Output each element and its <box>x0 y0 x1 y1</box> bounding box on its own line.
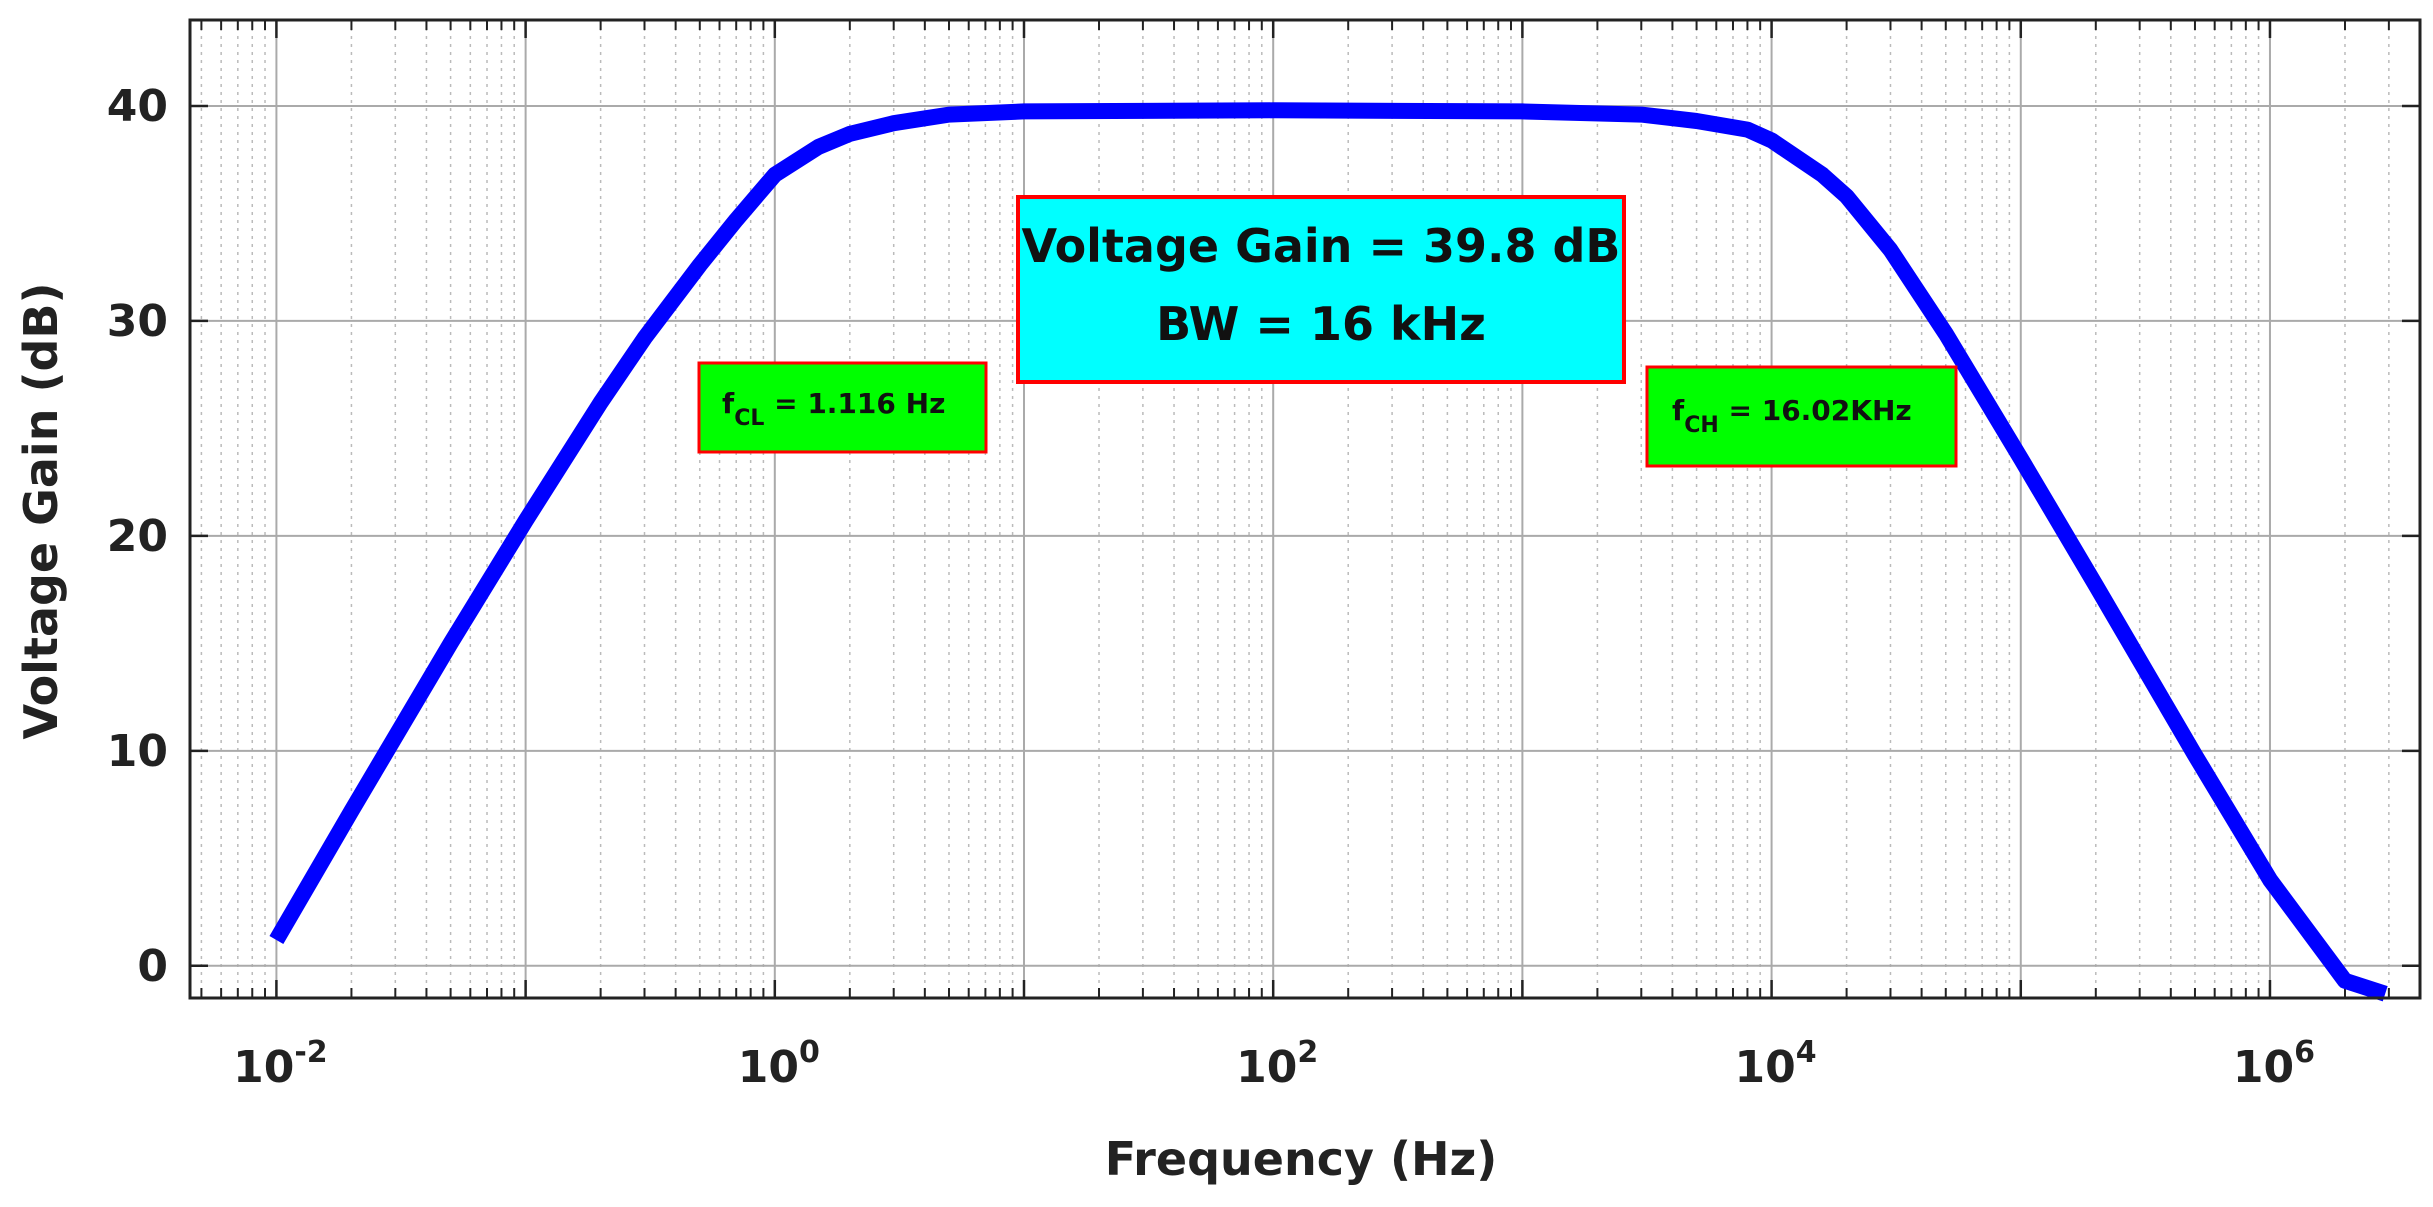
x-tick-base: 10 <box>1735 1042 1796 1093</box>
fch-subscript: CH <box>1684 413 1719 438</box>
x-tick-label: 104 <box>1735 1035 1817 1093</box>
x-tick-labels: 10-2 100 102 104 106 <box>233 1035 2315 1093</box>
gain-bandwidth-box <box>1016 195 1626 384</box>
x-tick-exponent: -2 <box>294 1035 327 1070</box>
fch-symbol: f <box>1672 394 1685 427</box>
x-tick-base: 10 <box>233 1042 294 1093</box>
y-tick-labels: 0 10 20 30 40 <box>107 81 168 992</box>
fcl-subscript: CL <box>734 406 764 431</box>
x-tick-label: 100 <box>738 1035 820 1093</box>
gain-bandwidth-annotation: Voltage Gain = 39.8 dB BW = 16 kHz <box>1016 195 1626 384</box>
x-tick-label: 106 <box>2233 1035 2315 1093</box>
minor-grid <box>200 20 2421 998</box>
x-tick-exponent: 6 <box>2294 1035 2315 1070</box>
y-tick-label: 20 <box>107 511 168 562</box>
fch-label: fCH = 16.02KHz <box>1672 394 1912 438</box>
y-tick-label: 10 <box>107 726 168 777</box>
x-tick-base: 10 <box>1236 1042 1297 1093</box>
voltage-gain-curve <box>269 102 2388 1002</box>
x-tick-base: 10 <box>738 1042 799 1093</box>
series-layer <box>269 102 2388 1002</box>
fch-annotation: fCH = 16.02KHz <box>1645 365 1958 468</box>
fcl-label: fCL = 1.116 Hz <box>722 387 945 431</box>
axis-ticks <box>190 20 2421 998</box>
fch-value: = 16.02KHz <box>1719 394 1912 427</box>
y-tick-label: 30 <box>107 296 168 347</box>
x-tick-exponent: 4 <box>1796 1035 1817 1070</box>
y-tick-label: 40 <box>107 81 168 132</box>
fch-box <box>1645 365 1958 468</box>
plot-frame <box>188 18 2422 1000</box>
bandwidth-label: BW = 16 kHz <box>1156 297 1486 351</box>
fcl-value: = 1.116 Hz <box>764 387 945 420</box>
x-tick-label: 102 <box>1236 1035 1318 1093</box>
x-tick-exponent: 2 <box>1297 1035 1318 1070</box>
x-tick-exponent: 0 <box>799 1035 820 1070</box>
y-axis-title: Voltage Gain (dB) <box>14 283 68 740</box>
y-tick-label: 0 <box>137 941 168 992</box>
voltage-gain-label: Voltage Gain = 39.8 dB <box>1021 219 1620 273</box>
x-tick-label: 10-2 <box>233 1035 328 1093</box>
fcl-box <box>697 361 988 454</box>
fcl-symbol: f <box>722 387 735 420</box>
x-tick-base: 10 <box>2233 1042 2294 1093</box>
fcl-annotation: fCL = 1.116 Hz <box>697 361 988 454</box>
x-axis-title: Frequency (Hz) <box>1105 1132 1498 1186</box>
